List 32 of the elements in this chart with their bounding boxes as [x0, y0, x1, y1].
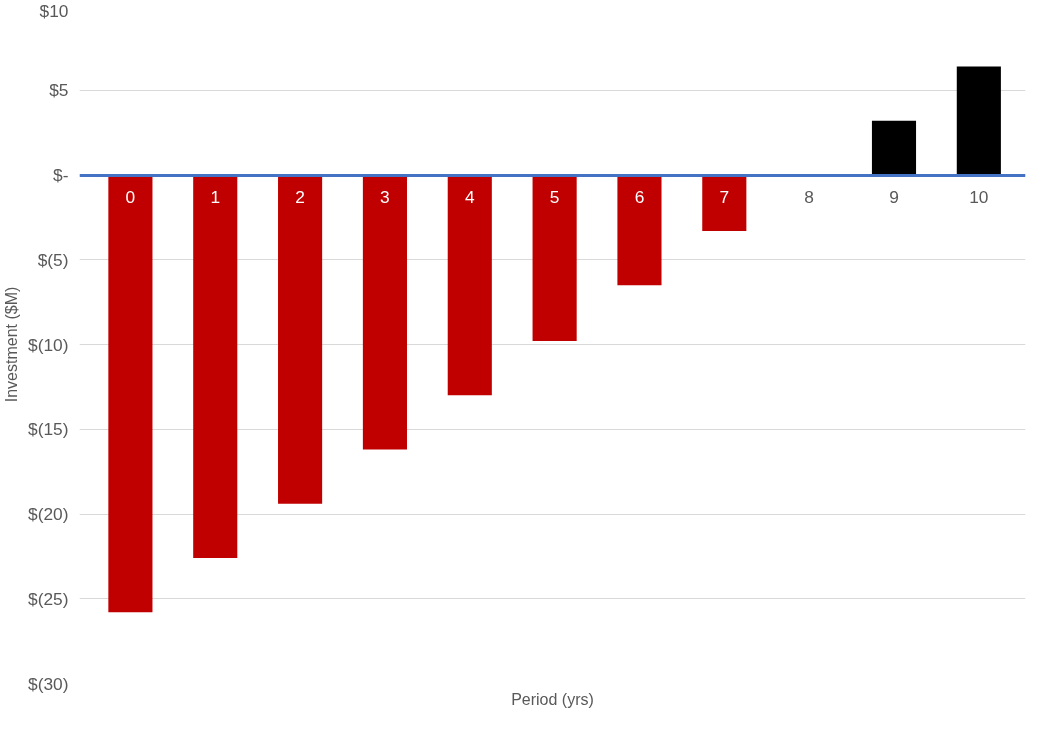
y-tick-label: $(15): [28, 419, 69, 440]
bar: [447, 175, 492, 396]
bar: [702, 175, 747, 231]
x-tick-label: 7: [719, 187, 730, 207]
x-tick-label: 5: [549, 187, 560, 207]
bar: [108, 175, 153, 613]
x-tick-label: 0: [125, 187, 136, 207]
bar: [532, 175, 577, 342]
x-axis-title: Period (yrs): [511, 690, 594, 708]
x-tick-label: 8: [804, 187, 814, 207]
y-tick-label: $(30): [28, 673, 69, 694]
bar: [871, 120, 917, 175]
x-tick-label: 4: [464, 187, 475, 207]
bar: [362, 175, 407, 450]
x-tick-label: 6: [634, 187, 645, 207]
y-tick-label: $10: [39, 0, 69, 21]
x-tick-label: 10: [969, 187, 989, 207]
y-tick-label: $5: [49, 80, 69, 101]
bar: [956, 66, 1001, 175]
y-tick-label: $(5): [37, 249, 69, 270]
x-tick-label: 9: [889, 187, 899, 207]
y-tick-label: $(20): [28, 504, 69, 524]
y-tick-label: $-: [53, 165, 69, 185]
y-tick-label: $(10): [28, 334, 69, 355]
bar: [193, 175, 238, 559]
y-axis-title: Investment ($M): [3, 286, 21, 403]
y-tick-label: $(25): [28, 588, 69, 609]
x-tick-label: 1: [210, 187, 221, 207]
bar: [278, 175, 323, 504]
x-tick-label: 2: [295, 187, 305, 207]
bar: [617, 175, 662, 286]
x-tick-label: 3: [380, 187, 390, 207]
